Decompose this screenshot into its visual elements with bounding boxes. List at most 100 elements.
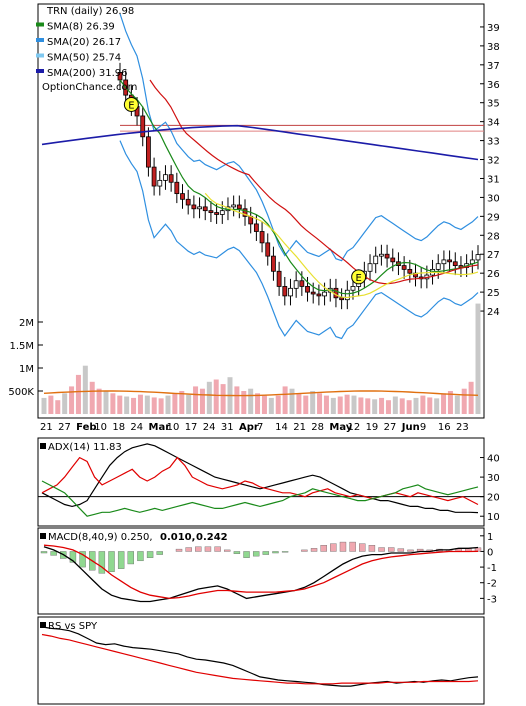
earnings-marker-label: E	[128, 100, 134, 111]
adx-series-line	[41, 480, 479, 517]
price-tick-label: 30	[487, 193, 500, 204]
candle-body	[367, 263, 373, 272]
date-axis-label: 17	[185, 422, 198, 433]
legend-label: SMA(20) 26.17	[47, 37, 121, 48]
volume-bar	[365, 398, 371, 414]
macd-tick-label: -1	[487, 563, 497, 574]
volume-bar	[151, 397, 157, 414]
price-tick-label: 32	[487, 156, 500, 167]
panel-frames	[37, 3, 485, 705]
volume-axis-label: 1M	[19, 364, 34, 375]
candle-body	[288, 287, 293, 297]
volume-bar	[413, 397, 419, 414]
candle-body	[219, 210, 225, 215]
macd-histogram-bar	[330, 543, 337, 552]
adx-legend-label: ADX(14) 11.83	[48, 442, 122, 453]
price-tick-label: 33	[487, 137, 500, 148]
price-tick-label: 39	[487, 23, 500, 34]
legend-swatch	[36, 38, 44, 42]
candle-body	[146, 136, 151, 168]
macd-histogram-bar	[301, 549, 308, 552]
volume-bar	[330, 397, 336, 414]
volume-bar	[220, 384, 226, 414]
volume-axis-label: 500K	[8, 387, 34, 398]
volume-bar	[379, 397, 385, 414]
lower-band-line	[119, 140, 479, 340]
date-axis-label: Mar	[149, 422, 171, 433]
date-axis-label: 27	[58, 422, 71, 433]
macd-legend-label: MACD(8,40,9) 0.250,	[48, 532, 153, 543]
candle-body	[168, 174, 174, 183]
macd-histogram-bar	[349, 541, 356, 552]
candle-body	[231, 204, 237, 208]
volume-bar	[261, 395, 267, 414]
macd-legend-label: 0.242	[196, 532, 228, 543]
volume-bar	[234, 386, 240, 414]
legend-swatch	[36, 69, 44, 73]
date-axis-label: Jun	[401, 422, 420, 433]
candle-body	[282, 286, 288, 297]
candle-body	[339, 297, 345, 301]
volume-bar	[69, 386, 75, 414]
macd-histogram-bar	[156, 551, 163, 555]
candle-body	[271, 255, 276, 272]
macd-histogram-bar	[407, 549, 414, 552]
macd-histogram-bar	[310, 548, 318, 552]
volume-bar	[268, 397, 274, 414]
candle-body	[191, 204, 197, 210]
volume-bar	[131, 397, 137, 414]
price-tick-label: 29	[487, 212, 500, 223]
volume-bar	[358, 397, 364, 414]
rs-panel: RS vs SPY	[40, 621, 479, 687]
date-axis-label: 21	[293, 422, 306, 433]
candle-body	[378, 253, 384, 257]
volume-bar	[124, 396, 130, 414]
date-axis-label: Apr	[239, 422, 259, 433]
price-tick-label: 26	[487, 269, 500, 280]
earnings-marker-icon	[123, 96, 139, 112]
volume-bar	[385, 400, 391, 414]
date-axis-label: 24	[203, 422, 216, 433]
date-axis-label: 27	[384, 422, 397, 433]
adx-tick-label: 20	[487, 493, 500, 504]
candle-body	[265, 242, 271, 257]
macd-histogram-bar	[272, 551, 279, 554]
candle-body	[390, 257, 396, 263]
panel-frame	[37, 616, 485, 705]
price-tick-label: 31	[487, 174, 500, 185]
price-tick-label: 38	[487, 42, 500, 53]
macd-line	[43, 546, 479, 603]
date-axis-label: 28	[311, 422, 324, 433]
volume-bar	[303, 395, 309, 414]
volume-bar	[137, 394, 143, 414]
volume-axis-label: 1.5M	[9, 341, 34, 352]
volume-bar	[447, 391, 453, 414]
volume-bar	[475, 303, 481, 414]
volume-axis-label: 2M	[19, 318, 34, 329]
legend-label: TRN (daily) 26.98	[46, 6, 134, 17]
adx-series-line	[41, 443, 479, 514]
volume-bar	[323, 395, 329, 414]
volume-bar	[103, 391, 109, 414]
date-axis-label: 18	[112, 422, 125, 433]
macd-histogram-bar	[79, 551, 86, 568]
candle-body	[441, 259, 447, 265]
volume-bar	[48, 395, 54, 414]
volume-bar	[89, 381, 95, 414]
candle-body	[447, 259, 452, 263]
candle-body	[202, 206, 208, 212]
volume-bar	[96, 388, 102, 414]
volume-bar	[117, 395, 123, 414]
date-axis-label: May	[329, 422, 352, 433]
candle-body	[259, 231, 265, 244]
candle-body	[350, 286, 356, 291]
candle-body	[316, 293, 322, 297]
legend-swatch	[36, 53, 44, 58]
macd-histogram-bar	[50, 551, 57, 556]
macd-tick-label: 1	[487, 532, 493, 543]
macd-histogram-bar	[388, 547, 395, 552]
volume-bar	[213, 379, 219, 414]
sma50-line	[204, 192, 479, 299]
price-tick-label: 35	[487, 99, 500, 110]
